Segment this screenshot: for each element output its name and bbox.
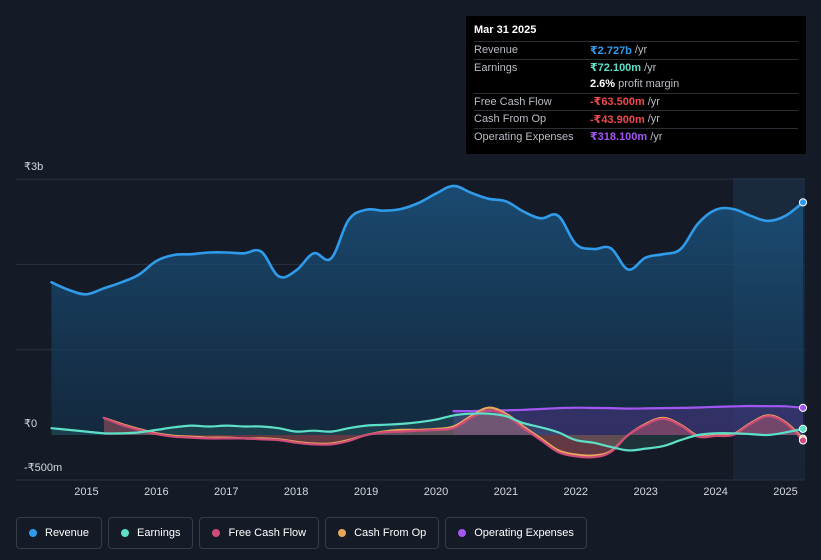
- tooltip-label: Cash From Op: [474, 113, 547, 126]
- tooltip-date: Mar 31 2025: [474, 24, 537, 36]
- tooltip-row-operating-expenses: Operating Expenses ₹318.100m /yr: [474, 127, 798, 146]
- free-cash-flow-area: [103, 410, 803, 458]
- y-tick-label: ₹3b: [24, 161, 43, 173]
- x-tick-label: 2016: [144, 486, 168, 498]
- x-tick-label: 2020: [424, 486, 448, 498]
- legend-label: Earnings: [137, 527, 181, 539]
- legend-dot-icon: [338, 529, 347, 537]
- legend-label: Free Cash Flow: [228, 527, 307, 539]
- legend-item-cash-from-op[interactable]: Cash From Op: [325, 517, 440, 549]
- legend-item-revenue[interactable]: Revenue: [16, 517, 103, 549]
- x-tick-label: 2021: [494, 486, 518, 498]
- tooltip-row-earnings: Earnings ₹72.100m /yr: [474, 58, 798, 77]
- tooltip-value: ₹72.100m: [590, 62, 642, 75]
- earnings-line: [50, 412, 805, 452]
- tooltip-row-revenue: Revenue ₹2.727b /yr: [474, 41, 798, 59]
- x-tick-label: 2018: [284, 486, 308, 498]
- tooltip-value: 2.6%: [590, 78, 616, 91]
- earnings-area: [51, 413, 803, 451]
- legend-label: Cash From Op: [354, 527, 427, 539]
- tooltip-label: Free Cash Flow: [474, 95, 552, 108]
- legend-dot-icon: [121, 529, 130, 537]
- operating-expenses-line: [452, 404, 805, 413]
- tooltip-unit: /yr: [644, 61, 657, 74]
- x-tick-label: 2019: [354, 486, 378, 498]
- legend-item-earnings[interactable]: Earnings: [108, 517, 194, 549]
- y-tick-label: -₹500m: [24, 462, 62, 474]
- tooltip-value: ₹318.100m: [590, 131, 648, 144]
- free-cash-flow-line: [102, 409, 805, 459]
- free-cash-flow-endpoint: [798, 436, 808, 445]
- legend-label: Operating Expenses: [474, 527, 574, 539]
- legend-item-free-cash-flow[interactable]: Free Cash Flow: [199, 517, 320, 549]
- earnings-endpoint: [798, 424, 808, 433]
- tooltip-panel: Mar 31 2025 Revenue ₹2.727b /yr Earnings…: [466, 16, 806, 154]
- legend-label: Revenue: [45, 527, 90, 539]
- tooltip-label: Earnings: [474, 61, 518, 74]
- legend-dot-icon: [29, 529, 37, 537]
- x-tick-label: 2024: [703, 486, 727, 498]
- legend-item-operating-expenses[interactable]: Operating Expenses: [445, 517, 587, 549]
- tooltip-value: -₹43.900m: [590, 113, 645, 126]
- legend-dot-icon: [212, 529, 221, 537]
- tooltip-unit: /yr: [634, 44, 648, 57]
- revenue-line: [50, 184, 805, 296]
- tooltip-label: Revenue: [474, 44, 519, 57]
- tooltip-unit: profit margin: [618, 78, 680, 91]
- tooltip-row-free-cash-flow: Free Cash Flow -₹63.500m /yr: [474, 92, 798, 111]
- tooltip-unit: /yr: [650, 130, 663, 143]
- x-tick-label: 2023: [633, 486, 657, 498]
- tooltip-value: -₹63.500m: [590, 96, 645, 109]
- operating-expenses-endpoint: [798, 403, 808, 412]
- legend-dot-icon: [458, 529, 467, 537]
- tooltip-row-profit-margin: 2.6% profit margin: [474, 76, 798, 93]
- tooltip-unit: /yr: [647, 113, 660, 126]
- revenue-endpoint: [798, 198, 808, 207]
- x-tick-label: 2022: [564, 486, 588, 498]
- tooltip-value: ₹2.727b: [590, 44, 632, 57]
- tooltip-unit: /yr: [647, 95, 660, 108]
- revenue-area: [51, 185, 803, 435]
- x-tick-label: 2015: [74, 486, 98, 498]
- tooltip-row-cash-from-op: Cash From Op -₹43.900m /yr: [474, 110, 798, 128]
- cash-from-op-area: [103, 407, 803, 456]
- x-tick-label: 2017: [214, 486, 238, 498]
- tooltip-label: Operating Expenses: [474, 130, 574, 143]
- y-tick-label: ₹0: [24, 418, 37, 430]
- legend: Revenue Earnings Free Cash Flow Cash Fro…: [16, 517, 587, 549]
- x-tick-label: 2025: [773, 486, 797, 498]
